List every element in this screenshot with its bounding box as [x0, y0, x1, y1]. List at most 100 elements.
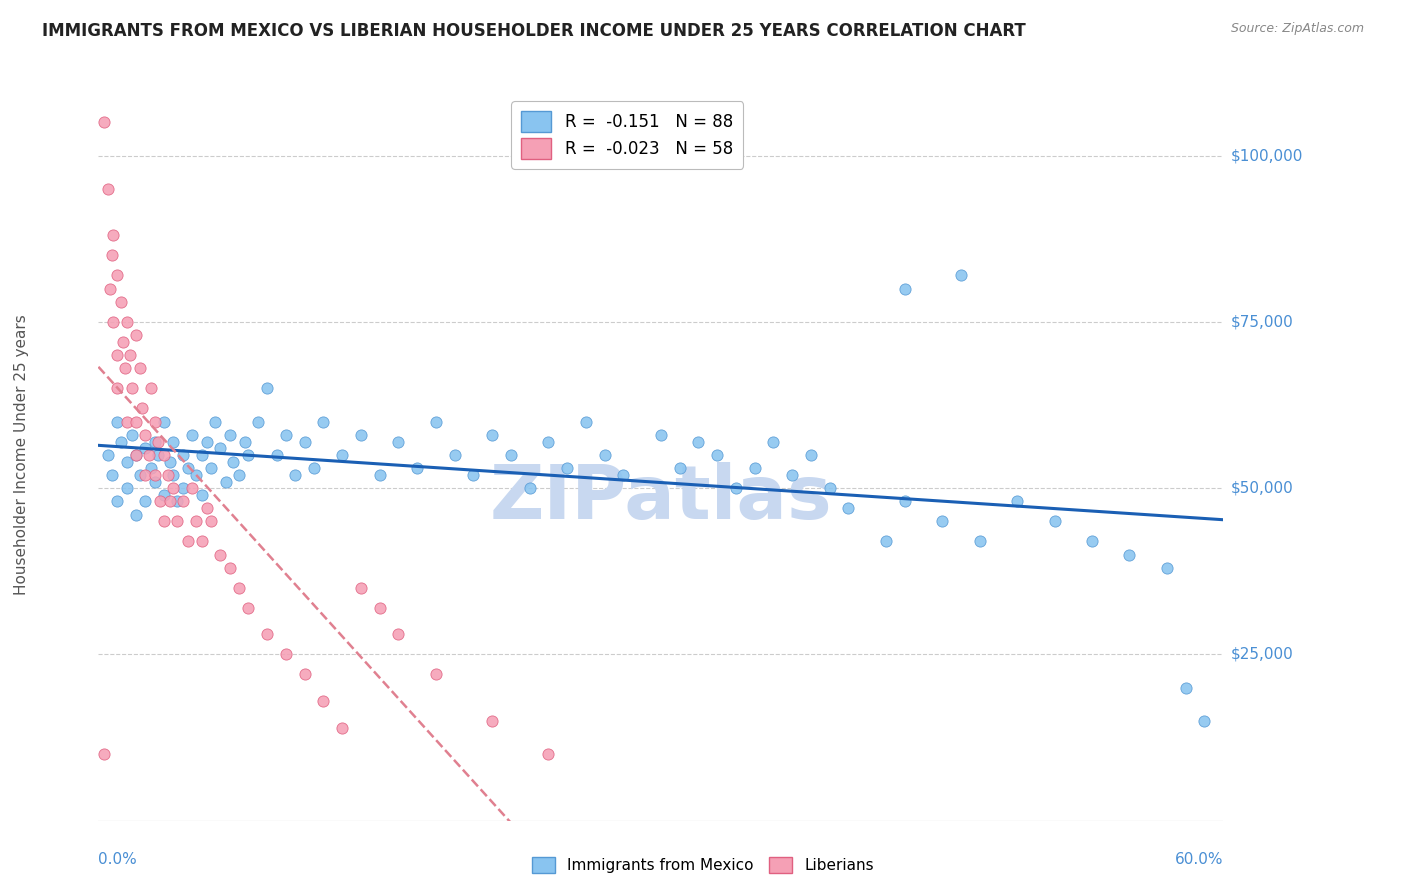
Text: $75,000: $75,000 [1230, 315, 1294, 329]
Point [233, 434, 256, 449]
Point [218, 428, 240, 442]
Point [330, 448, 353, 462]
Point [350, 581, 373, 595]
Text: $100,000: $100,000 [1230, 148, 1302, 163]
Point [368, 467, 391, 482]
Point [177, 461, 200, 475]
Point [215, 475, 238, 489]
Point [218, 561, 240, 575]
Point [134, 442, 156, 456]
Point [837, 501, 859, 516]
Point [256, 381, 278, 395]
Point [139, 461, 162, 475]
Point [481, 428, 503, 442]
Point [93, 115, 115, 129]
Point [105, 381, 128, 395]
Point [368, 600, 391, 615]
Point [406, 461, 429, 475]
Point [190, 448, 212, 462]
Point [166, 494, 188, 508]
Point [172, 481, 194, 495]
Point [499, 448, 522, 462]
Point [1174, 681, 1197, 695]
Point [110, 295, 132, 310]
Point [274, 428, 297, 442]
Point [153, 448, 176, 462]
Point [222, 454, 245, 468]
Point [204, 415, 226, 429]
Point [121, 428, 143, 442]
Text: $50,000: $50,000 [1230, 481, 1294, 496]
Point [818, 481, 841, 495]
Point [97, 448, 120, 462]
Point [181, 481, 204, 495]
Point [238, 448, 260, 462]
Point [139, 381, 162, 395]
Point [688, 434, 710, 449]
Legend: R =  -0.151   N = 88, R =  -0.023   N = 58: R = -0.151 N = 88, R = -0.023 N = 58 [512, 101, 742, 169]
Point [143, 475, 166, 489]
Text: Householder Income Under 25 years: Householder Income Under 25 years [14, 315, 28, 595]
Point [153, 515, 176, 529]
Point [177, 534, 200, 549]
Point [172, 494, 194, 508]
Point [519, 481, 541, 495]
Point [125, 448, 148, 462]
Point [120, 348, 142, 362]
Point [284, 467, 307, 482]
Point [162, 481, 184, 495]
Point [555, 461, 578, 475]
Point [931, 515, 953, 529]
Point [166, 515, 188, 529]
Point [463, 467, 485, 482]
Point [111, 334, 134, 349]
Point [481, 714, 503, 728]
Point [105, 268, 128, 283]
Point [143, 467, 166, 482]
Point [1043, 515, 1066, 529]
Point [195, 501, 218, 516]
Point [612, 467, 634, 482]
Point [443, 448, 465, 462]
Point [125, 508, 148, 522]
Point [181, 428, 204, 442]
Point [537, 434, 560, 449]
Point [138, 448, 160, 462]
Point [110, 434, 132, 449]
Point [103, 228, 125, 243]
Point [105, 415, 128, 429]
Point [125, 448, 148, 462]
Point [1194, 714, 1216, 728]
Point [893, 494, 915, 508]
Point [148, 448, 170, 462]
Point [780, 467, 803, 482]
Point [387, 627, 409, 641]
Point [143, 415, 166, 429]
Point [312, 415, 335, 429]
Point [148, 434, 170, 449]
Point [330, 721, 353, 735]
Text: IMMIGRANTS FROM MEXICO VS LIBERIAN HOUSEHOLDER INCOME UNDER 25 YEARS CORRELATION: IMMIGRANTS FROM MEXICO VS LIBERIAN HOUSE… [42, 22, 1026, 40]
Point [159, 494, 181, 508]
Point [195, 434, 218, 449]
Point [162, 467, 184, 482]
Point [294, 667, 316, 681]
Point [114, 361, 136, 376]
Point [294, 434, 316, 449]
Point [274, 648, 297, 662]
Point [1118, 548, 1140, 562]
Point [706, 448, 728, 462]
Point [1005, 494, 1028, 508]
Point [762, 434, 785, 449]
Point [200, 461, 222, 475]
Point [115, 315, 138, 329]
Point [128, 467, 150, 482]
Point [100, 248, 122, 262]
Point [134, 428, 156, 442]
Legend: Immigrants from Mexico, Liberians: Immigrants from Mexico, Liberians [526, 851, 880, 880]
Point [744, 461, 766, 475]
Point [893, 282, 915, 296]
Point [121, 381, 143, 395]
Point [668, 461, 690, 475]
Point [312, 694, 335, 708]
